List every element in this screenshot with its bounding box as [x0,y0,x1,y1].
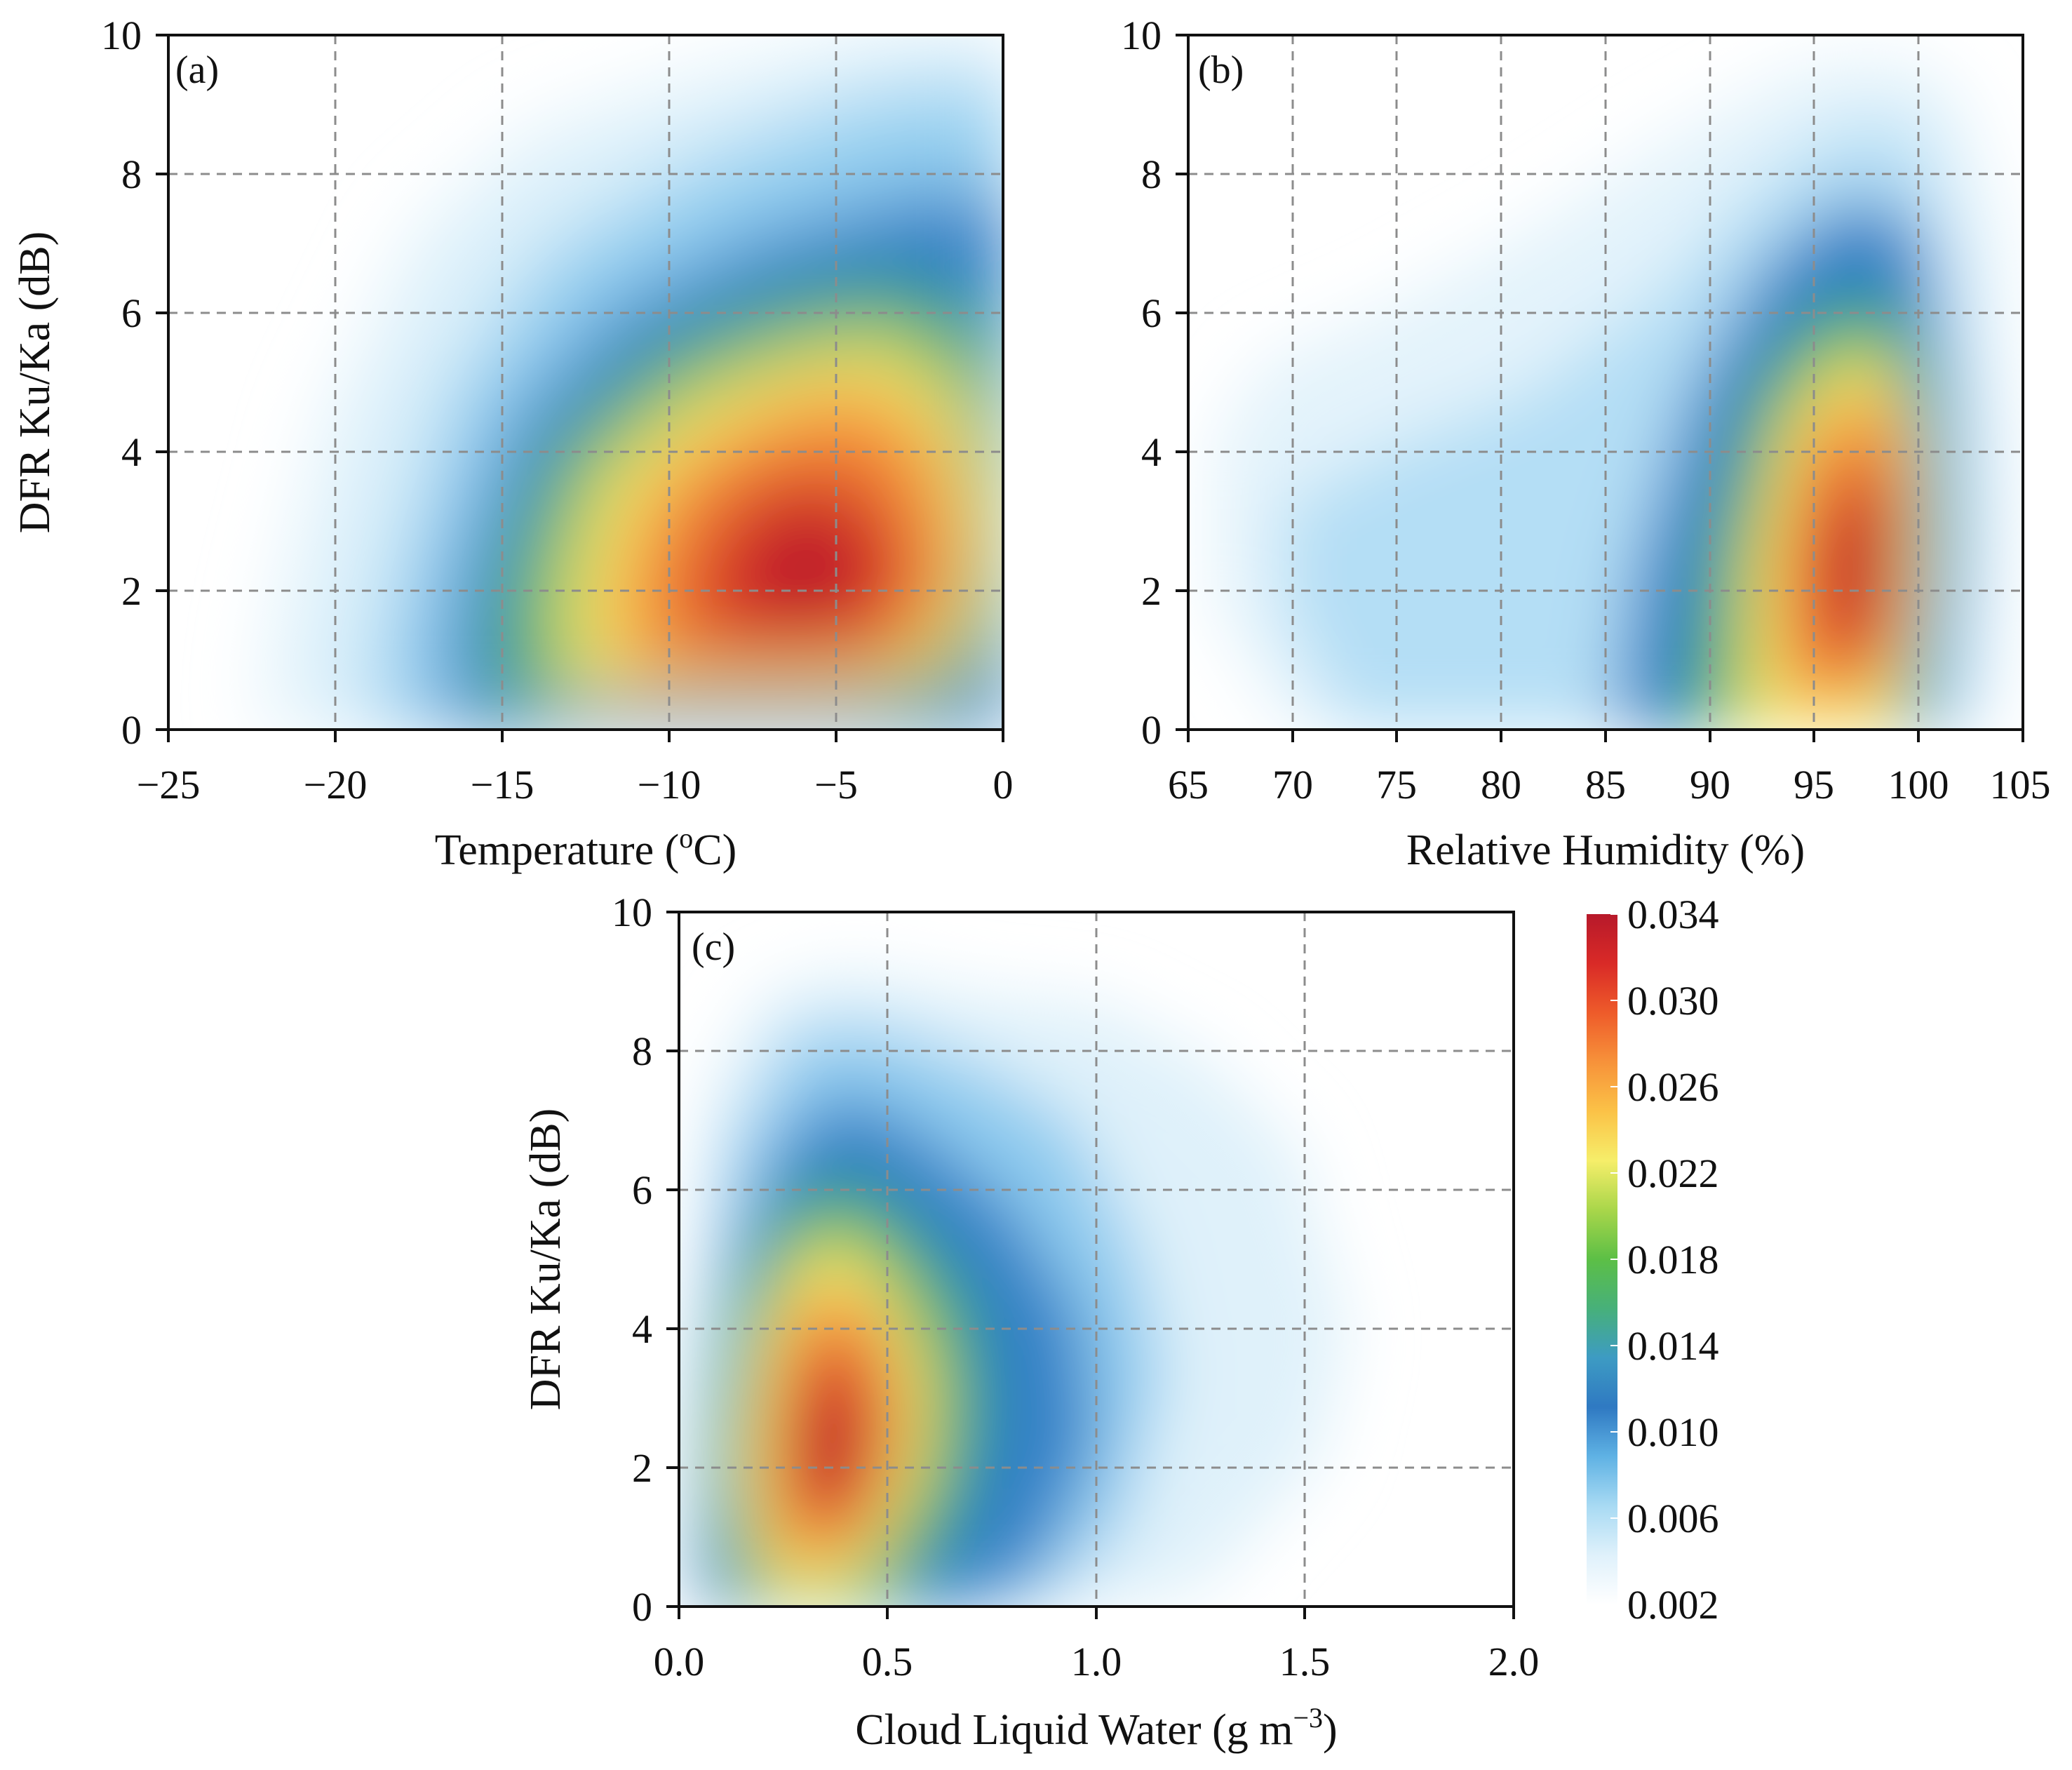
panel-a-grid [168,35,1003,730]
panel-a: −25 −20 −15 −10 −5 0 0 2 4 6 8 10 (a) Te… [11,13,1014,874]
x-tick-label: 0 [993,762,1014,807]
panel-b-label: (b) [1198,48,1244,92]
x-tick-label: −10 [638,762,701,807]
y-tick-label: 10 [612,890,652,935]
panel-c-label: (c) [692,925,735,969]
panel-a-frame [167,34,1004,731]
colorbar-tick-label: 0.030 [1627,978,1719,1024]
panel-a-x-axis-label: Temperature (oC) [435,822,737,874]
panel-c-grid [679,912,1514,1607]
y-tick-label: 4 [121,429,142,475]
x-tick-label: −5 [814,762,858,807]
colorbar-ticks: 0.002 0.006 0.010 0.014 0.018 0.022 0.026 0.030… [1610,892,1719,1628]
y-tick-label: 0 [121,707,142,753]
x-tick-label: 0.5 [862,1639,913,1684]
y-tick-label: 4 [1141,429,1162,475]
x-tick-label: 1.5 [1279,1639,1331,1684]
panel-b-x-tick-labels: 65 70 75 80 85 90 95 100 105 [1168,762,2051,807]
x-tick-label: 95 [1794,762,1834,807]
panel-b-y-tick-labels: 0 2 4 6 8 10 [1121,13,1162,753]
x-tick-label: 1.0 [1071,1639,1122,1684]
x-tick-label: 105 [1990,762,2051,807]
panel-a-x-tick-labels: −25 −20 −15 −10 −5 0 [137,762,1014,807]
panel-b-axis-ticks [1176,34,2024,742]
panel-a-y-axis-label: DFR Ku/Ka (dB) [11,232,59,534]
x-tick-label: 100 [1888,762,1949,807]
x-tick-label: 75 [1376,762,1417,807]
panel-b-grid [1188,35,2023,730]
y-tick-label: 6 [121,290,142,336]
panel-c: 0.0 0.5 1.0 1.5 2.0 0 2 4 6 8 10 (c) Clo… [522,890,1539,1754]
y-tick-label: 2 [121,568,142,614]
panel-a-contour-0.034 [758,519,856,617]
panel-c-x-axis-label: Cloud Liquid Water (g m−3) [855,1702,1337,1754]
y-tick-label: 10 [1121,13,1162,58]
panel-a-axis-ticks [156,34,1004,742]
x-tick-label: 80 [1481,762,1521,807]
panel-b-density-field [1213,56,2013,730]
y-tick-label: 0 [632,1584,652,1630]
colorbar-tick-label: 0.002 [1627,1582,1719,1628]
y-tick-label: 6 [632,1167,652,1213]
panel-c-axis-ticks [666,911,1515,1619]
y-tick-label: 2 [632,1445,652,1491]
colorbar-tick-label: 0.034 [1627,892,1719,937]
y-tick-label: 4 [632,1306,652,1352]
y-tick-label: 6 [1141,290,1162,336]
colorbar: 0.002 0.006 0.010 0.014 0.018 0.022 0.026 0.030… [1587,892,1719,1628]
panel-b-contour-0.034 [1838,512,1880,603]
colorbar-tick-label: 0.010 [1627,1409,1719,1455]
colorbar-tick-label: 0.006 [1627,1496,1719,1541]
x-tick-label: 2.0 [1488,1639,1540,1684]
panel-c-contour-0.034 [807,1389,852,1501]
x-tick-label: 70 [1272,762,1313,807]
x-tick-label: −20 [304,762,368,807]
colorbar-tick-label: 0.022 [1627,1151,1719,1196]
y-tick-label: 8 [121,152,142,197]
panel-c-y-tick-labels: 0 2 4 6 8 10 [612,890,652,1630]
x-tick-label: −15 [471,762,534,807]
x-tick-label: 90 [1690,762,1730,807]
x-tick-label: 65 [1168,762,1209,807]
y-tick-label: 2 [1141,568,1162,614]
panel-a-label: (a) [175,48,219,92]
x-tick-label: −25 [137,762,201,807]
panel-b-x-axis-label: Relative Humidity (%) [1406,826,1805,874]
panel-a-density-field [267,35,1003,730]
panel-b: 65 70 75 80 85 90 95 100 105 0 2 4 6 8 1… [1121,13,2051,874]
x-tick-label: 0.0 [654,1639,705,1684]
y-tick-label: 10 [101,13,142,58]
panel-c-y-axis-label: DFR Ku/Ka (dB) [522,1108,570,1411]
colorbar-tick-label: 0.018 [1627,1237,1719,1282]
y-tick-label: 0 [1141,707,1162,753]
panel-a-y-tick-labels: 0 2 4 6 8 10 [101,13,142,753]
colorbar-tick-label: 0.026 [1627,1064,1719,1110]
x-tick-label: 85 [1585,762,1626,807]
y-tick-label: 8 [632,1028,652,1074]
panel-c-x-tick-labels: 0.0 0.5 1.0 1.5 2.0 [654,1639,1540,1684]
panel-c-density-field [680,972,1347,1607]
colorbar-tick-label: 0.014 [1627,1323,1719,1369]
y-tick-label: 8 [1141,152,1162,197]
